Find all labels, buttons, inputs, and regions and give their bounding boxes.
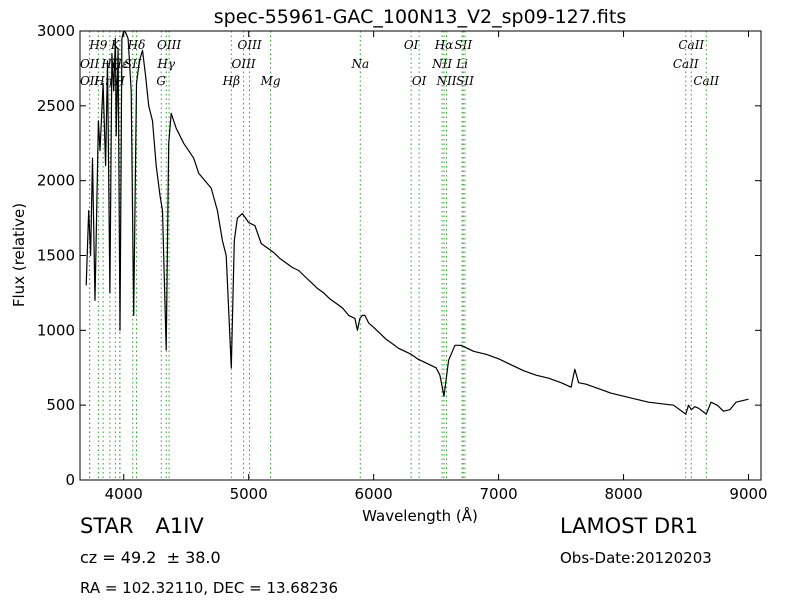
x-tick-label: 7000 bbox=[480, 485, 518, 503]
redshift-text: cz = 49.2 ± 38.0 bbox=[80, 548, 221, 567]
line-marker-label: G bbox=[156, 74, 166, 88]
y-tick-label: 3000 bbox=[37, 22, 75, 40]
y-tick-label: 2000 bbox=[37, 172, 75, 190]
line-marker-label: H9 bbox=[88, 38, 107, 52]
line-marker-label: Hβ bbox=[222, 74, 240, 88]
survey-label: LAMOST DR1 bbox=[560, 514, 699, 538]
line-marker-label: NII bbox=[431, 57, 452, 71]
class-label: STAR bbox=[80, 514, 134, 538]
x-tick-label: 5000 bbox=[230, 485, 268, 503]
x-tick-label: 4000 bbox=[105, 485, 143, 503]
x-axis-label: Wavelength (Å) bbox=[362, 506, 478, 525]
line-marker-label: OIII bbox=[232, 57, 256, 71]
line-markers: OIIOIIH9HηHζKHHεSIIHδGHγOIIIHβOIIIOIIIMg… bbox=[80, 31, 719, 480]
line-marker-label: Li bbox=[455, 57, 468, 71]
subclass-label: A1IV bbox=[155, 514, 204, 538]
line-marker-label: Mg bbox=[260, 74, 281, 88]
x-tick-label: 9000 bbox=[729, 485, 767, 503]
chart-title: spec-55961-GAC_100N13_V2_sp09-127.fits bbox=[214, 6, 626, 28]
y-tick-label: 1000 bbox=[37, 321, 75, 339]
line-marker-label: Hδ bbox=[127, 38, 146, 52]
y-tick-label: 0 bbox=[65, 471, 75, 489]
line-marker-label: CaII bbox=[693, 74, 719, 88]
line-marker-label: NII bbox=[435, 74, 456, 88]
axis-ticks bbox=[80, 30, 761, 481]
x-tick-label: 6000 bbox=[355, 485, 393, 503]
line-marker-label: SII bbox=[124, 57, 142, 71]
line-marker-label: Hγ bbox=[156, 57, 175, 71]
x-tick-label: 8000 bbox=[604, 485, 642, 503]
y-tick-label: 1500 bbox=[37, 247, 75, 265]
object-class: STAR A1IV bbox=[80, 514, 204, 538]
line-marker-label: CaII bbox=[678, 38, 704, 52]
line-marker-label: Hα bbox=[434, 38, 454, 52]
y-tick-label: 500 bbox=[46, 396, 75, 414]
line-marker-label: OII bbox=[80, 74, 100, 88]
line-marker-label: Na bbox=[350, 57, 369, 71]
spectrum-line bbox=[85, 31, 749, 415]
plot-frame bbox=[79, 30, 762, 481]
radec-text: RA = 102.32110, DEC = 13.68236 bbox=[80, 579, 339, 597]
series-group bbox=[85, 31, 749, 415]
obs-date: Obs-Date:20120203 bbox=[560, 549, 712, 567]
line-marker-label: CaII bbox=[673, 57, 699, 71]
line-marker-label: OIII bbox=[238, 38, 262, 52]
y-tick-label: 2500 bbox=[37, 97, 75, 115]
line-marker-label: OI bbox=[404, 38, 419, 52]
line-marker-label: SII bbox=[454, 38, 472, 52]
line-marker-label: SII bbox=[456, 74, 474, 88]
line-marker-label: OIII bbox=[157, 38, 181, 52]
y-axis-label: Flux (relative) bbox=[10, 203, 28, 307]
line-marker-label: OI bbox=[412, 74, 427, 88]
axis-tick-labels: 4000 5000 6000 7000 8000 9000 0 500 1000 1500 2000… bbox=[37, 22, 768, 503]
